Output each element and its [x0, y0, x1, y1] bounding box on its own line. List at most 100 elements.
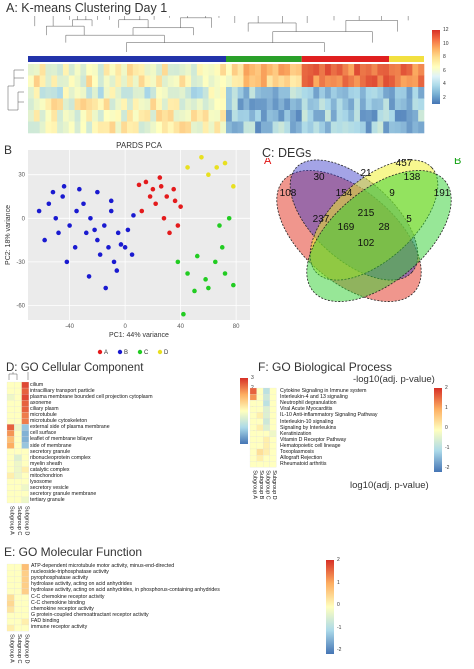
scatter-point-c: [213, 259, 218, 265]
scatter-point-b: [108, 198, 114, 204]
scatter-point-b: [67, 223, 72, 228]
heatmap-cell: [266, 64, 273, 76]
heatmap-cell: [62, 98, 70, 111]
heatmap-column-label: Subgroup D: [23, 634, 29, 663]
scatter-point-d: [222, 160, 228, 166]
heatmap-cell: [220, 75, 227, 88]
heatmap-cell: [284, 75, 291, 88]
heatmap-cell: [249, 87, 256, 99]
heatmap-cell: [14, 588, 22, 595]
heatmap-cell: [412, 87, 419, 99]
heatmap-cell: [400, 110, 407, 122]
heatmap-cell: [307, 121, 314, 134]
heatmap-cell: [191, 75, 198, 88]
heatmap-cell: [208, 87, 215, 99]
heatmap-cell: [256, 436, 264, 443]
heatmap-cell: [336, 87, 343, 99]
heatmap-cell: [92, 87, 99, 99]
heatmap-cell: [196, 87, 204, 99]
heatmap-cell: [6, 387, 15, 395]
scatter-point-d: [231, 184, 236, 189]
heatmap-cell: [14, 570, 22, 577]
heatmap-cell: [406, 87, 413, 99]
heatmap-cell: [272, 121, 279, 134]
heatmap-cell: [269, 418, 277, 425]
heatmap-cell: [121, 110, 128, 122]
heatmap-cell: [371, 121, 378, 134]
go-term-label: C-C chemokine receptor activity: [31, 593, 105, 600]
heatmap-cell: [6, 442, 15, 449]
heatmap-cell: [418, 87, 425, 99]
legend-marker: [97, 349, 103, 355]
heatmap-cell: [342, 87, 349, 99]
heatmap-cell: [348, 64, 355, 76]
heatmap-cell: [6, 430, 15, 437]
heatmap-cell: [86, 87, 93, 99]
heatmap-cell: [167, 64, 174, 76]
heatmap-cell: [307, 110, 314, 122]
venn-count-a-only: 108: [280, 188, 297, 199]
scatter-point-a: [139, 208, 145, 214]
heatmap-cell: [214, 87, 221, 99]
heatmap-cell: [348, 110, 355, 122]
heatmap-cell: [191, 87, 198, 99]
heatmap-cell: [278, 110, 285, 122]
heatmap-cell: [127, 110, 134, 122]
scatter-point-b: [111, 259, 117, 265]
heatmap-cell: [284, 121, 291, 134]
heatmap-cell: [330, 64, 337, 76]
heatmap-cell: [336, 75, 343, 88]
heatmap-cell: [161, 121, 169, 134]
heatmap-cell: [290, 121, 297, 134]
go-term-label: secretory granule membrane: [30, 490, 97, 497]
heatmap-cell: [92, 121, 99, 134]
heatmap-cell: [359, 64, 367, 76]
heatmap-cell: [51, 98, 58, 111]
heatmap-cell: [86, 110, 93, 122]
heatmap-cell: [263, 400, 270, 407]
heatmap-cell: [179, 75, 186, 88]
heatmap-cell: [214, 64, 221, 76]
go-term-label: Keratinization: [280, 430, 312, 437]
heatmap-cell: [179, 64, 186, 76]
heatmap-cell: [263, 406, 270, 413]
go-term-label: axoneme: [30, 400, 52, 407]
heatmap-cell: [313, 110, 320, 122]
heatmap-cell: [51, 121, 58, 134]
heatmap-cell: [62, 87, 70, 99]
heatmap-cell: [394, 75, 402, 88]
heatmap-cell: [336, 98, 343, 111]
heatmap-cell: [14, 490, 22, 498]
go-term-label: catalytic complex: [30, 466, 70, 473]
venn-count-abc: 28: [378, 222, 390, 233]
heatmap-cell: [377, 121, 384, 134]
heatmap-cell: [103, 75, 110, 88]
heatmap-cell: [33, 110, 40, 122]
heatmap-cell: [14, 624, 22, 632]
heatmap-cell: [269, 448, 277, 456]
go-term-label: G protein-coupled chemoattractant recept…: [31, 611, 149, 618]
heatmap-cell: [383, 110, 390, 122]
heatmap-cell: [21, 381, 30, 389]
heatmap-cell: [103, 87, 110, 99]
panel-a-title: A: K-means Clustering Day 1: [6, 1, 168, 15]
heatmap-cell: [412, 110, 419, 122]
panel-d-title: D: GO Cellular Component: [6, 362, 144, 374]
heatmap-cell: [14, 582, 22, 589]
scatter-point-c: [222, 271, 228, 276]
heatmap-cell: [406, 121, 413, 134]
heatmap-cell: [208, 110, 215, 122]
panel-b-label: B: [4, 143, 13, 157]
heatmap-cell: [325, 75, 332, 88]
heatmap-cell: [377, 64, 384, 76]
heatmap-cell: [231, 110, 238, 122]
heatmap-cell: [80, 64, 87, 76]
go-term-label: ATP-dependent microtubule motor activity…: [31, 563, 175, 569]
heatmap-cell: [109, 110, 116, 122]
heatmap-cell: [196, 110, 204, 122]
scatter-point-b: [97, 252, 103, 257]
scatter-point-d: [199, 154, 204, 160]
heatmap-cell: [6, 418, 15, 425]
heatmap-cell: [354, 110, 361, 122]
heatmap-cell: [256, 430, 264, 437]
